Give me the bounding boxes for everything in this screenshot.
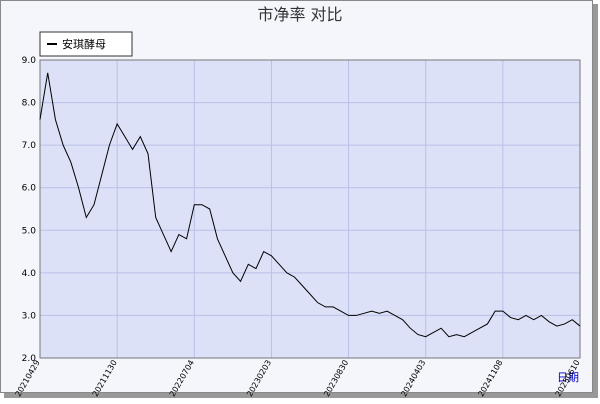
legend-label: 安琪酵母 — [62, 37, 106, 51]
y-tick-label: 8.0 — [22, 99, 37, 109]
x-axis-label: 日期 — [557, 371, 579, 384]
chart-title: 市净率 对比 — [257, 5, 342, 24]
y-tick-label: 5.0 — [22, 226, 37, 236]
y-tick-label: 6.0 — [22, 184, 37, 194]
y-tick-label: 2.0 — [22, 354, 37, 364]
y-tick-label: 4.0 — [22, 269, 37, 279]
y-tick-label: 7.0 — [22, 141, 37, 151]
y-tick-label: 9.0 — [22, 56, 37, 66]
plot-area — [39, 59, 581, 359]
series-line — [39, 72, 581, 338]
y-tick-label: 3.0 — [22, 311, 37, 321]
plot-area — [39, 59, 581, 359]
